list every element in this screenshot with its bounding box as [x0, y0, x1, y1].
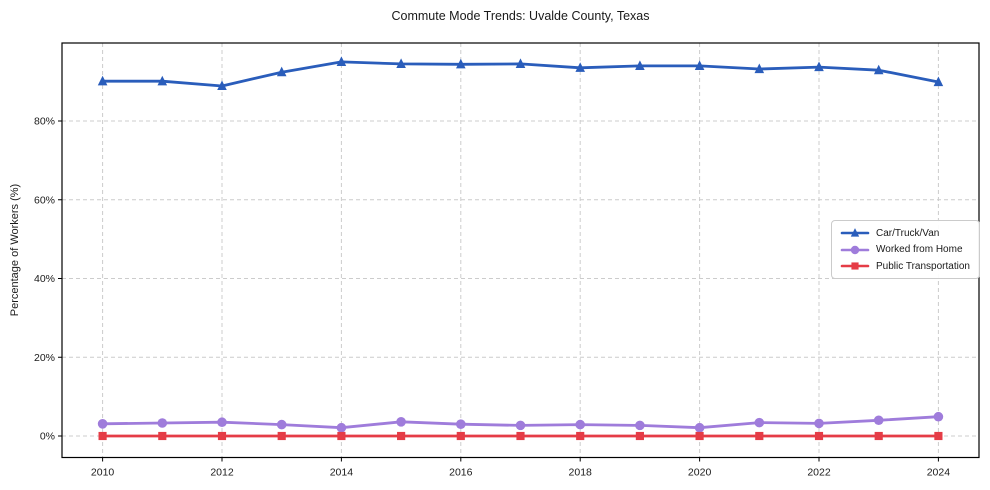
data-point-worked-from-home [97, 418, 108, 429]
y-tick-label: 40% [34, 273, 55, 285]
worked-from-home-legend-marker-icon [840, 245, 870, 254]
data-point-car-truck-van [754, 63, 765, 74]
car-truck-van-legend-marker-icon [840, 228, 870, 237]
data-point-car-truck-van [694, 60, 705, 70]
data-point-car-truck-van [515, 58, 526, 68]
legend-marker [850, 245, 860, 254]
data-point-worked-from-home [754, 417, 765, 428]
data-point-worked-from-home [635, 420, 645, 431]
data-point-car-truck-van [97, 75, 108, 86]
y-tick-label: 80% [34, 116, 55, 128]
data-point-public-transportation [516, 431, 525, 441]
data-point-car-truck-van [575, 62, 586, 72]
public-transportation-legend-marker-icon [840, 262, 870, 270]
data-point-public-transportation [158, 431, 167, 441]
data-point-public-transportation [397, 431, 406, 441]
data-point-worked-from-home [814, 418, 824, 429]
data-point-car-truck-van [455, 58, 466, 69]
data-point-worked-from-home [515, 420, 526, 431]
data-point-car-truck-van [635, 60, 645, 70]
data-point-worked-from-home [336, 422, 347, 433]
data-point-car-truck-van [217, 80, 227, 91]
data-point-worked-from-home [157, 418, 168, 428]
y-tick-label: 60% [34, 194, 55, 206]
data-point-car-truck-van [814, 61, 824, 72]
data-point-worked-from-home [396, 417, 406, 427]
data-point-public-transportation [934, 431, 943, 441]
legend-item-label: Public Transportation [876, 260, 970, 272]
data-point-worked-from-home [276, 419, 287, 430]
data-point-worked-from-home [217, 417, 227, 428]
data-point-public-transportation [874, 431, 883, 441]
data-point-car-truck-van [276, 66, 287, 77]
data-point-public-transportation [635, 431, 644, 441]
legend: Car/Truck/Van Worked from Home Public Tr… [831, 220, 980, 279]
data-point-car-truck-van [933, 76, 944, 87]
data-point-public-transportation [695, 431, 704, 441]
data-point-car-truck-van [873, 64, 884, 75]
x-tick-label: 2016 [449, 467, 473, 479]
y-tick-label: 20% [34, 352, 55, 364]
legend-marker [851, 262, 859, 270]
legend-item-public-transportation: Public Transportation [840, 258, 970, 274]
data-point-worked-from-home [575, 419, 586, 430]
data-point-worked-from-home [694, 422, 705, 433]
x-tick-label: 2024 [927, 467, 951, 479]
data-point-car-truck-van [396, 58, 406, 68]
data-point-worked-from-home [873, 415, 884, 426]
x-tick-label: 2012 [210, 467, 234, 479]
x-tick-label: 2022 [807, 467, 831, 479]
y-axis-label: Percentage of Workers (%) [9, 183, 21, 317]
legend-item-label: Worked from Home [876, 244, 963, 255]
data-point-worked-from-home [933, 411, 944, 422]
x-tick-label: 2014 [330, 467, 354, 479]
legend-item-car-truck-van: Car/Truck/Van [840, 225, 970, 241]
data-point-public-transportation [277, 431, 286, 441]
data-point-public-transportation [98, 431, 107, 441]
chart-title: Commute Mode Trends: Uvalde County, Texa… [391, 9, 650, 23]
data-point-worked-from-home [455, 419, 466, 429]
data-point-public-transportation [456, 431, 465, 441]
data-point-public-transportation [576, 431, 585, 441]
data-point-car-truck-van [157, 75, 168, 86]
y-tick-label: 0% [40, 431, 55, 443]
x-tick-label: 2018 [569, 467, 593, 479]
data-point-public-transportation [814, 431, 824, 441]
x-tick-label: 2020 [688, 467, 712, 479]
data-point-car-truck-van [336, 56, 347, 67]
x-tick-label: 2010 [91, 467, 115, 479]
data-point-public-transportation [217, 431, 227, 441]
legend-item-worked-from-home: Worked from Home [840, 242, 970, 258]
legend-marker [850, 228, 860, 237]
data-point-public-transportation [337, 431, 346, 441]
data-point-public-transportation [755, 431, 764, 441]
legend-item-label: Car/Truck/Van [876, 227, 940, 239]
